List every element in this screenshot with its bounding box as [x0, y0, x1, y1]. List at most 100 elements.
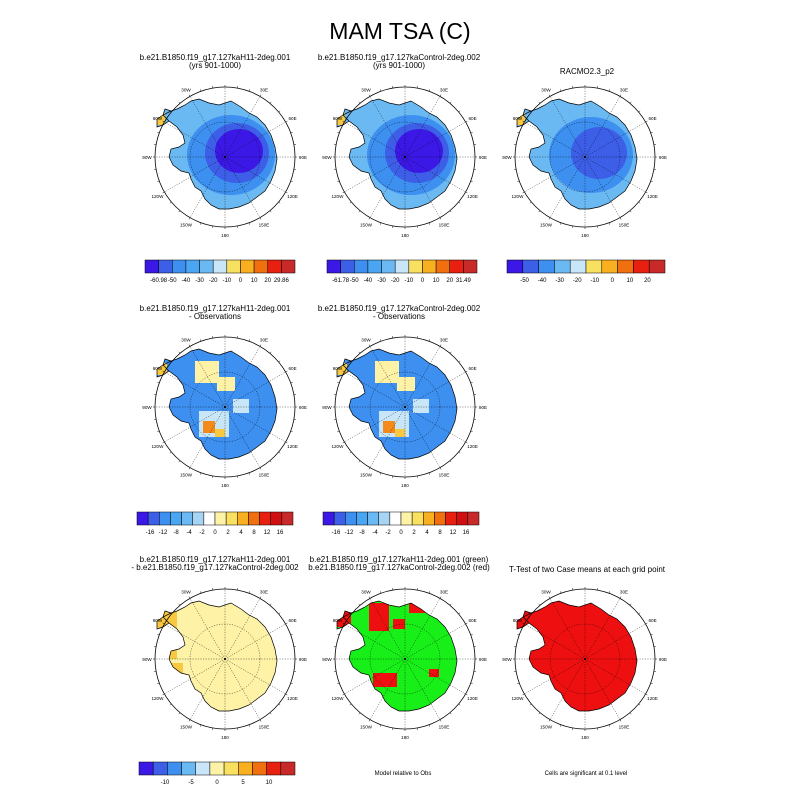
colorbar-swatch — [633, 259, 650, 274]
longitude-label: 120E — [467, 696, 478, 701]
ring-tick — [458, 612, 461, 615]
ring-tick — [248, 472, 250, 475]
ring-tick — [349, 201, 352, 204]
colorbar-swatch — [199, 259, 214, 274]
longitude-label: 60W — [333, 618, 343, 623]
ring-tick — [342, 441, 345, 444]
ring-tick — [278, 201, 281, 204]
panel-6-colorbar: -10 -5 0 5 10 — [138, 761, 296, 786]
ring-tick — [248, 89, 250, 92]
colorbar-label: -5 — [188, 780, 194, 786]
colorbar-label: -50 — [520, 278, 529, 284]
ring-tick — [629, 603, 632, 606]
ring-tick — [560, 724, 562, 727]
colorbar-swatch — [203, 511, 216, 526]
colorbar-swatch — [192, 511, 205, 526]
ring-tick — [428, 591, 430, 594]
mask-cells — [409, 603, 425, 613]
polar-grid: 30W 30E 60W 60E 90W 90E 120W 120E 150W 150E 180 — [502, 85, 667, 238]
ring-tick — [368, 217, 371, 220]
latitude-circle — [369, 623, 441, 695]
ring-tick — [157, 634, 160, 636]
ring-tick — [380, 339, 382, 342]
temperature-cells — [215, 129, 263, 173]
colorbar-label: -40 — [364, 278, 373, 284]
ring-tick — [200, 472, 202, 475]
longitude-label: 30E — [260, 589, 268, 594]
colorbar-label: 8 — [438, 530, 442, 536]
ring-tick — [157, 382, 160, 384]
longitude-label: 120W — [511, 194, 524, 199]
colorbar-swatch — [422, 259, 437, 274]
longitude-label: 180 — [221, 735, 229, 740]
ring-tick — [458, 451, 461, 454]
longitude-label: 120W — [331, 194, 344, 199]
colorbar-swatch — [423, 511, 435, 526]
colorbar-swatch — [238, 761, 253, 776]
ring-tick — [169, 201, 172, 204]
colorbar-swatch — [248, 511, 260, 526]
ring-tick — [522, 693, 525, 696]
ring-tick — [368, 344, 371, 347]
ring-tick — [337, 180, 340, 182]
colorbar-label: -40 — [538, 278, 547, 284]
ring-tick — [157, 682, 160, 684]
longitude-label: 90E — [659, 155, 667, 160]
longitude-label: 30E — [260, 337, 268, 342]
ring-tick — [162, 120, 165, 123]
latitude-circle — [369, 371, 441, 443]
ring-tick — [200, 591, 202, 594]
ring-tick — [162, 191, 165, 194]
ring-tick — [548, 94, 551, 97]
ring-tick — [439, 596, 442, 599]
ring-tick — [290, 180, 293, 182]
longitude-label: 90E — [479, 155, 487, 160]
ring-tick — [278, 612, 281, 615]
colorbar-swatch — [209, 761, 225, 776]
panel-6-polar-map: 30W 30E 60W 60E 90W 90E 120W 120E 150W 150E 180 — [142, 587, 307, 740]
ring-tick — [449, 712, 452, 715]
bias-cells — [337, 363, 347, 375]
ring-tick — [248, 724, 250, 727]
mask-cells — [373, 673, 397, 687]
bias-cells — [395, 429, 405, 437]
longitude-label: 30E — [440, 337, 448, 342]
polar-grid: 30W 30E 60W 60E 90W 90E 120W 120E 150W 150E 180 — [142, 85, 307, 238]
colorbar-swatch — [138, 761, 154, 776]
colorbar-swatch — [354, 259, 369, 274]
longitude-label: 120E — [467, 194, 478, 199]
longitude-label: 120E — [287, 696, 298, 701]
ring-tick — [285, 370, 288, 373]
longitude-label: 120W — [331, 444, 344, 449]
panel-7-title: b.e21.B1850.f19_g17.127kaH11-2deg.001 (g… — [308, 555, 490, 572]
colorbar-label: -16 — [332, 530, 341, 536]
panel-4-polar-map: 30W 30E 60W 60E 90W 90E 120W 120E 150W 150E 180 — [142, 335, 307, 488]
colorbar-label: 0 — [213, 530, 217, 536]
colorbar-label: -30 — [555, 278, 564, 284]
ring-tick — [342, 191, 345, 194]
ring-tick — [608, 89, 610, 92]
colorbar-swatch — [367, 511, 379, 526]
temperature-cells — [157, 113, 165, 125]
ring-tick — [428, 472, 430, 475]
land-field — [337, 99, 457, 209]
coastline — [516, 600, 638, 712]
colorbar-swatch — [136, 511, 149, 526]
ring-tick — [439, 344, 442, 347]
ring-tick — [368, 596, 371, 599]
polar-grid: 30W 30E 60W 60E 90W 90E 120W 120E 150W 150E 180 — [502, 587, 667, 740]
ring-tick — [188, 467, 191, 470]
ring-tick — [269, 210, 272, 213]
colorbar-swatch — [506, 259, 524, 274]
ring-tick — [269, 101, 272, 104]
ring-tick — [608, 222, 610, 225]
colorbar-swatch — [411, 511, 424, 526]
latitude-circle — [549, 121, 621, 193]
ring-tick — [645, 120, 648, 123]
colorbar-label: 20 — [446, 278, 453, 284]
colorbar-swatch — [569, 259, 587, 274]
ring-tick — [188, 344, 191, 347]
ring-tick — [278, 360, 281, 363]
ring-tick — [200, 339, 202, 342]
longitude-label: 120E — [467, 444, 478, 449]
